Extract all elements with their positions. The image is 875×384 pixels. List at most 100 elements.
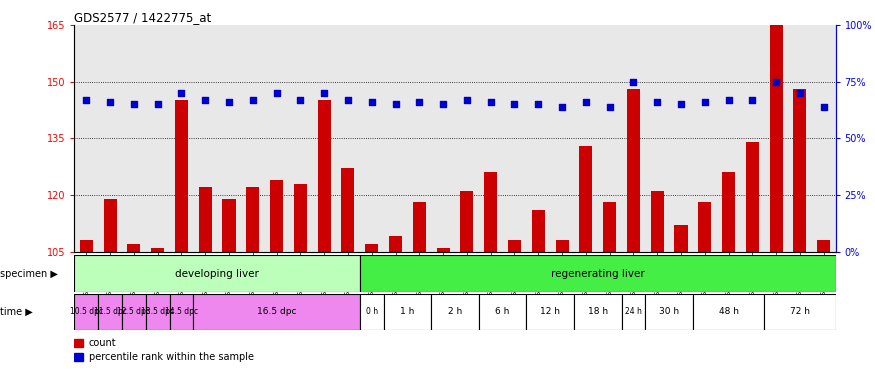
Point — [531, 101, 545, 108]
Bar — [460, 191, 473, 252]
Point — [293, 97, 307, 103]
Text: 24 h: 24 h — [625, 308, 642, 316]
Bar — [479, 294, 527, 330]
Text: GDS2577 / 1422775_at: GDS2577 / 1422775_at — [74, 12, 212, 25]
Bar — [794, 89, 807, 252]
Text: 30 h: 30 h — [659, 308, 679, 316]
Bar — [270, 180, 284, 252]
Point — [555, 103, 569, 109]
Bar — [764, 294, 836, 330]
Bar — [80, 240, 93, 252]
Bar — [98, 294, 122, 330]
Bar — [770, 25, 783, 252]
Point — [674, 101, 688, 108]
Text: 6 h: 6 h — [495, 308, 510, 316]
Bar — [431, 294, 479, 330]
Bar — [698, 202, 711, 252]
Point — [460, 97, 474, 103]
Bar — [222, 199, 235, 252]
Point — [507, 101, 522, 108]
Text: count: count — [89, 338, 116, 348]
Point — [270, 90, 284, 96]
Point — [697, 99, 711, 105]
Point — [412, 99, 426, 105]
Bar — [74, 294, 98, 330]
Text: 2 h: 2 h — [448, 308, 462, 316]
Text: 12 h: 12 h — [540, 308, 560, 316]
Text: 72 h: 72 h — [790, 308, 810, 316]
Point — [388, 101, 402, 108]
Bar — [360, 294, 383, 330]
Text: 12.5 dpc: 12.5 dpc — [117, 308, 150, 316]
Point — [199, 97, 213, 103]
Point — [103, 99, 117, 105]
Text: 10.5 dpc: 10.5 dpc — [70, 308, 103, 316]
Bar — [507, 240, 521, 252]
Bar — [626, 89, 640, 252]
Text: 13.5 dpc: 13.5 dpc — [141, 308, 174, 316]
Bar — [103, 199, 116, 252]
Point — [816, 103, 830, 109]
Text: time ▶: time ▶ — [0, 307, 32, 317]
Point — [650, 99, 664, 105]
Text: 1 h: 1 h — [400, 308, 415, 316]
Point — [626, 79, 640, 85]
Text: developing liver: developing liver — [175, 268, 259, 279]
Bar — [722, 172, 735, 252]
Point — [722, 97, 736, 103]
Bar — [484, 172, 497, 252]
Bar — [246, 187, 259, 252]
Bar — [389, 237, 402, 252]
Bar — [574, 294, 621, 330]
Point — [603, 103, 617, 109]
Text: specimen ▶: specimen ▶ — [0, 268, 58, 279]
Text: 48 h: 48 h — [718, 308, 738, 316]
Text: 11.5 dpc: 11.5 dpc — [94, 308, 127, 316]
Bar — [193, 294, 360, 330]
Bar — [74, 339, 83, 347]
Point — [341, 97, 355, 103]
Point — [769, 79, 783, 85]
Bar — [383, 294, 431, 330]
Text: 0 h: 0 h — [366, 308, 378, 316]
Bar — [527, 294, 574, 330]
Bar — [693, 294, 764, 330]
Point — [80, 97, 94, 103]
Bar — [646, 294, 693, 330]
Bar — [360, 255, 836, 292]
Bar — [675, 225, 688, 252]
Bar — [146, 294, 170, 330]
Point — [436, 101, 450, 108]
Text: regenerating liver: regenerating liver — [551, 268, 645, 279]
Point — [746, 97, 760, 103]
Point — [246, 97, 260, 103]
Bar — [413, 202, 426, 252]
Point — [317, 90, 331, 96]
Point — [793, 90, 807, 96]
Bar — [74, 353, 83, 361]
Bar — [127, 244, 140, 252]
Point — [579, 99, 593, 105]
Bar — [170, 294, 193, 330]
Text: 16.5 dpc: 16.5 dpc — [257, 308, 297, 316]
Bar — [579, 146, 592, 252]
Text: percentile rank within the sample: percentile rank within the sample — [89, 352, 254, 362]
Text: 18 h: 18 h — [588, 308, 608, 316]
Bar — [74, 255, 360, 292]
Bar — [603, 202, 616, 252]
Bar — [341, 169, 354, 252]
Bar — [122, 294, 146, 330]
Bar — [318, 101, 331, 252]
Bar — [199, 187, 212, 252]
Bar — [556, 240, 569, 252]
Point — [174, 90, 188, 96]
Point — [365, 99, 379, 105]
Point — [484, 99, 498, 105]
Bar — [746, 142, 759, 252]
Bar — [651, 191, 664, 252]
Bar — [817, 240, 830, 252]
Point — [127, 101, 141, 108]
Text: 14.5 dpc: 14.5 dpc — [164, 308, 198, 316]
Bar — [621, 294, 646, 330]
Point — [222, 99, 236, 105]
